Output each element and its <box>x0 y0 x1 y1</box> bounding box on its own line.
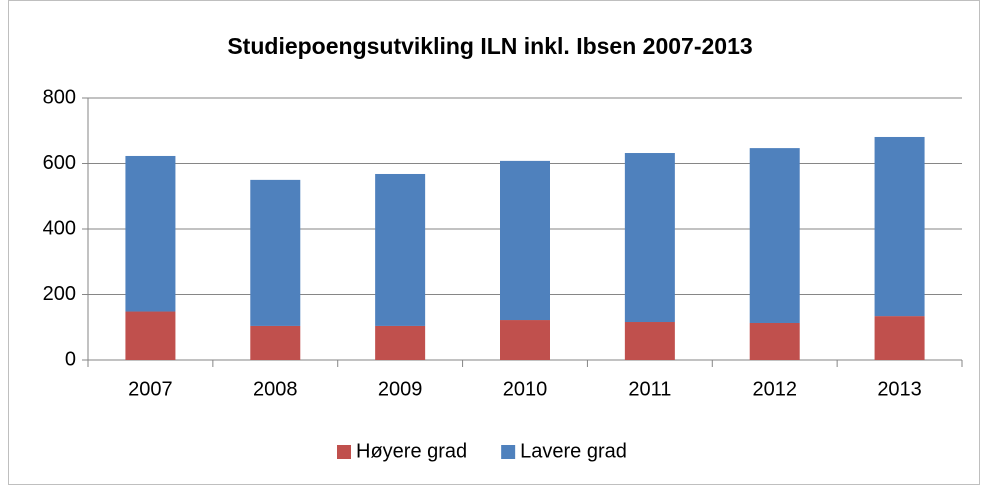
y-tick-label: 400 <box>43 217 76 239</box>
x-tick-label: 2010 <box>503 378 548 400</box>
x-tick-label: 2008 <box>253 378 298 400</box>
y-tick-label: 200 <box>43 283 76 305</box>
bar-segment <box>500 320 550 360</box>
x-tick-label: 2011 <box>628 378 671 400</box>
bar-segment <box>624 153 675 323</box>
bar-segment <box>125 311 176 360</box>
bar-segment <box>375 325 426 360</box>
y-tick-label: 0 <box>65 348 76 370</box>
legend-swatch <box>501 445 516 459</box>
bar-segment <box>375 173 426 326</box>
bar-segment <box>749 148 800 323</box>
bar-segment <box>749 322 800 360</box>
bar-segment <box>874 316 925 360</box>
y-tick-label: 600 <box>43 152 76 174</box>
x-tick-label: 2012 <box>752 378 797 400</box>
bar-segment <box>125 155 176 312</box>
bar-segment <box>500 160 550 321</box>
legend-label: Høyere grad <box>356 440 467 462</box>
x-tick-label: 2013 <box>877 378 922 400</box>
bar-segment <box>250 325 301 360</box>
legend-label: Lavere grad <box>520 440 627 462</box>
chart-title: Studiepoengsutvikling ILN inkl. Ibsen 20… <box>227 33 752 59</box>
bar-segment <box>624 322 675 360</box>
legend-swatch <box>337 445 351 459</box>
bar-segment <box>250 179 301 326</box>
x-tick-label: 2009 <box>378 378 423 400</box>
x-tick-label: 2007 <box>128 378 173 400</box>
bar-segment <box>874 136 925 317</box>
y-tick-label: 800 <box>43 86 76 108</box>
